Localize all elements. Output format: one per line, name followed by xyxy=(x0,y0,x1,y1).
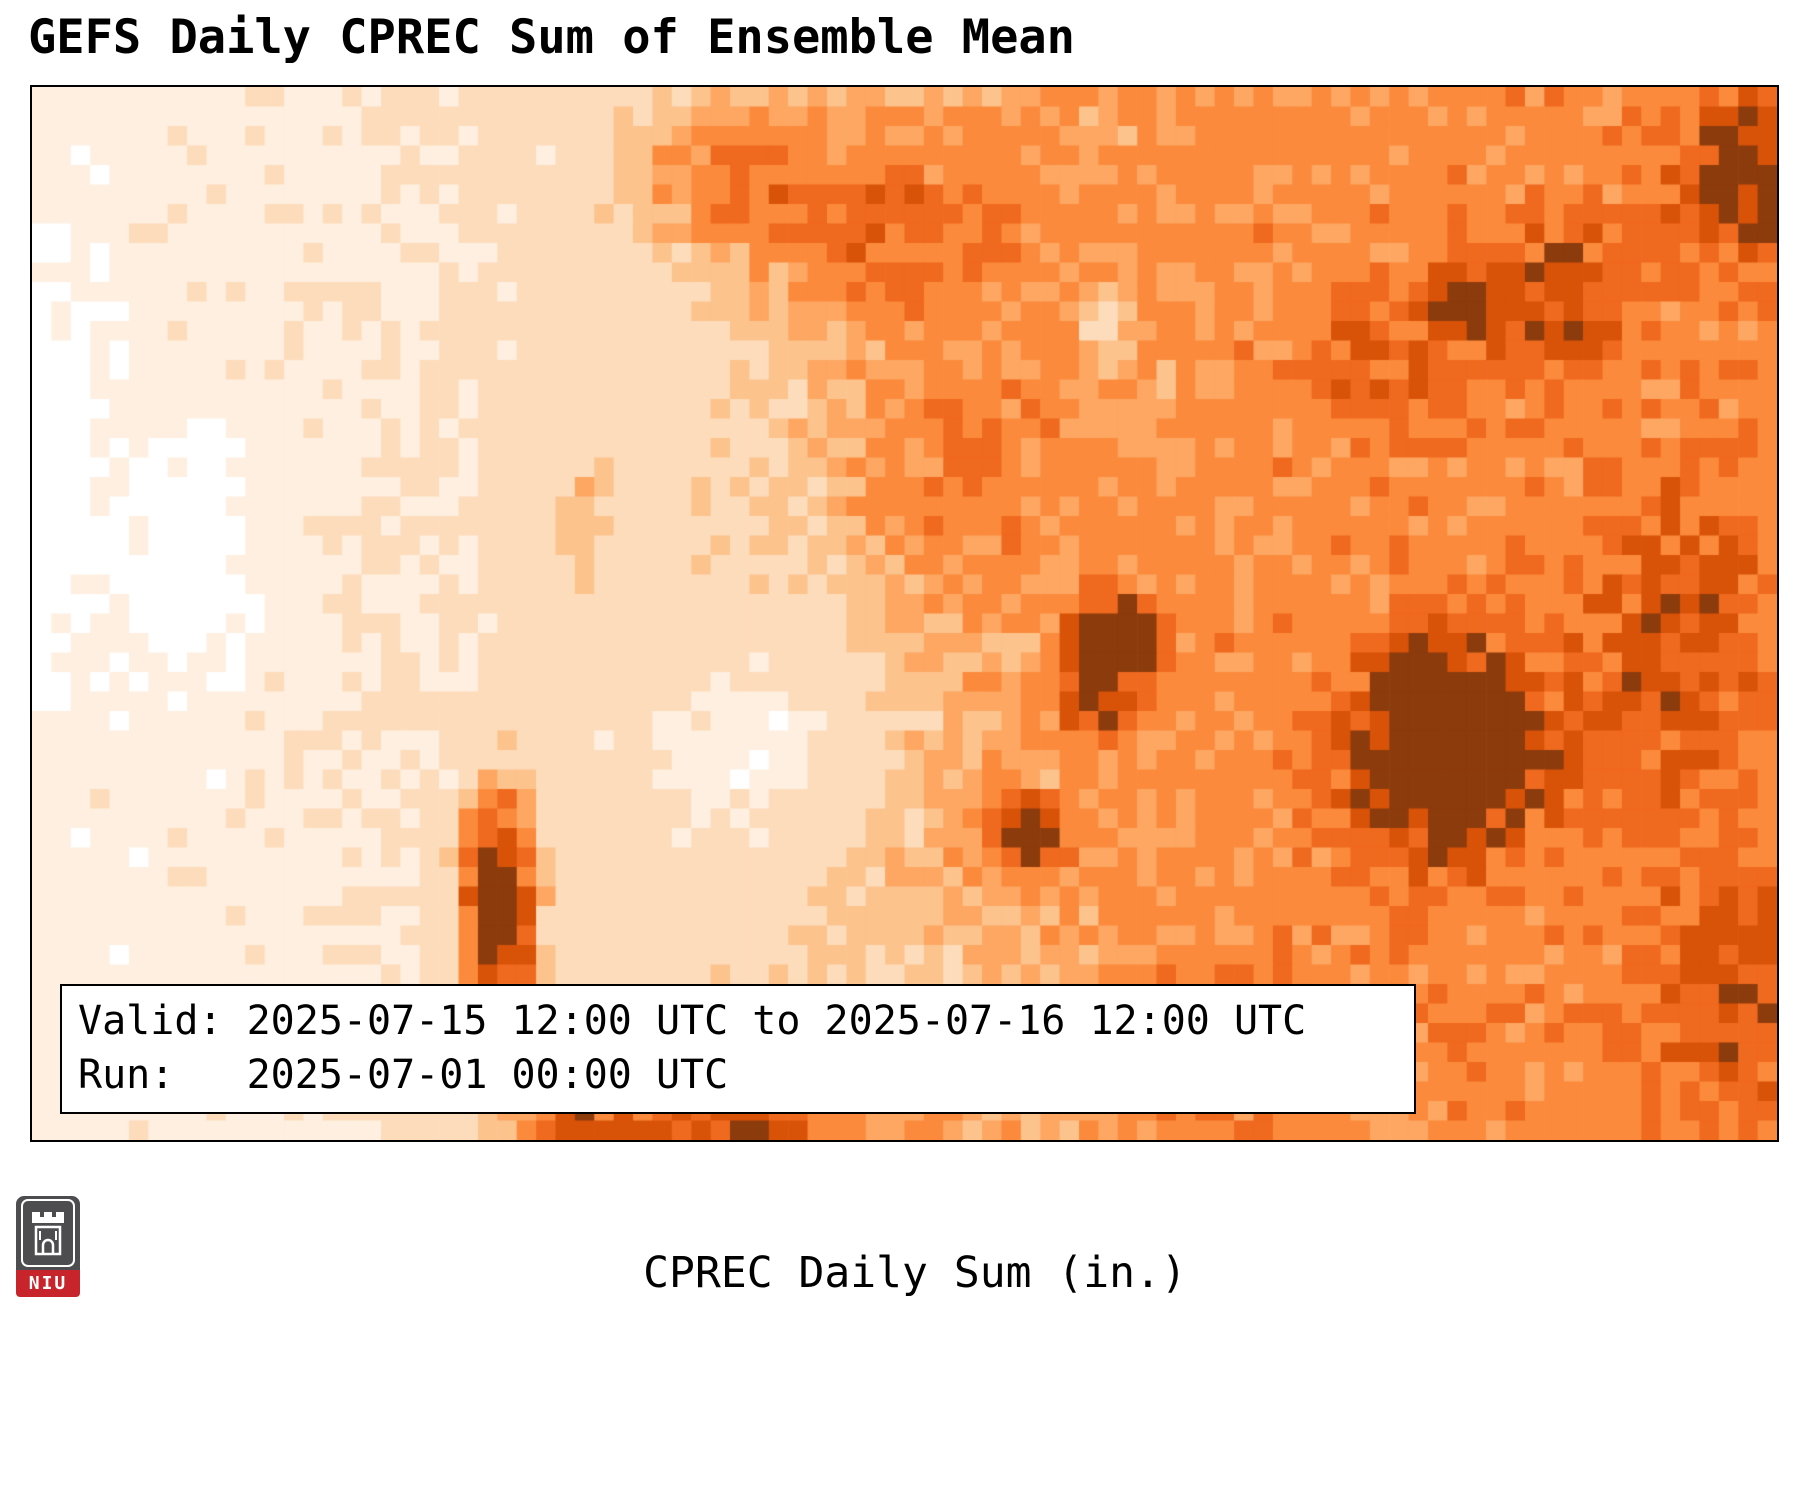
valid-time-text: Valid: 2025-07-15 12:00 UTC to 2025-07-1… xyxy=(78,998,1307,1044)
map-area: Valid: 2025-07-15 12:00 UTC to 2025-07-1… xyxy=(30,85,1779,1142)
state-boundaries-overlay xyxy=(32,87,1777,1140)
colorbar xyxy=(0,1130,1803,1192)
validity-info-box: Valid: 2025-07-15 12:00 UTC to 2025-07-1… xyxy=(60,984,1416,1114)
colorbar-axis-label: CPREC Daily Sum (in.) xyxy=(643,1248,1187,1298)
precipitation-heatmap xyxy=(32,87,1777,1140)
niu-logo: NIU xyxy=(16,1196,80,1297)
niu-logo-text: NIU xyxy=(16,1270,80,1297)
niu-castle-icon xyxy=(16,1196,80,1270)
run-time-text: Run: 2025-07-01 00:00 UTC xyxy=(78,1052,729,1098)
figure-title: GEFS Daily CPREC Sum of Ensemble Mean xyxy=(28,10,1075,65)
